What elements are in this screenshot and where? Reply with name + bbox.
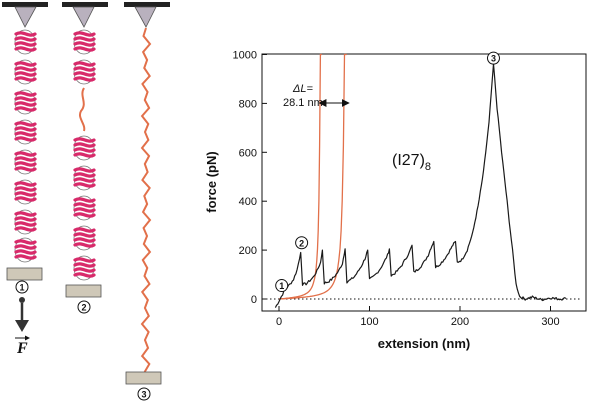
- series-trace: [274, 63, 567, 308]
- delta-label: ΔL=: [292, 83, 313, 95]
- protein-domain-icon: [73, 29, 96, 55]
- step-3-circle: [137, 387, 151, 401]
- wlc-fit-curve: [278, 53, 347, 300]
- cantilever-bar-1: [2, 2, 48, 7]
- protein-domain-icon: [14, 89, 37, 115]
- force-label: F: [16, 340, 28, 357]
- substrate-2: [65, 284, 102, 298]
- unfolded-chain: [140, 27, 152, 373]
- y-tick-label: 200: [239, 245, 257, 257]
- afm-tip-2: [72, 6, 95, 28]
- x-tick-label: 300: [541, 316, 559, 328]
- protein-domain-icon: [73, 59, 96, 85]
- protein-domain-icon: [73, 195, 96, 221]
- step-3-label: 3: [141, 390, 146, 400]
- force-arrow-head: [15, 320, 29, 332]
- y-tick-label: 1000: [233, 50, 257, 62]
- protein-domain-icon: [14, 59, 37, 85]
- cantilever-bar-3: [124, 2, 170, 7]
- step-1-label: 1: [19, 283, 24, 293]
- delta-value: 28.1 nm: [283, 97, 323, 109]
- protein-domain-icon: [14, 179, 37, 205]
- y-tick-label: 400: [239, 196, 257, 208]
- step-2-circle: [77, 300, 91, 314]
- x-axis-title: extension (nm): [378, 336, 470, 351]
- x-tick-label: 200: [451, 316, 469, 328]
- y-tick-label: 600: [239, 147, 257, 159]
- peak-marker-circle: [486, 51, 500, 65]
- peak-marker-label: 3: [491, 54, 496, 64]
- step-1-circle: [15, 280, 29, 294]
- protein-domain-icon: [14, 29, 37, 55]
- cantilever-bar-2: [62, 2, 108, 7]
- y-tick-label: 800: [239, 98, 257, 110]
- protein-domain-icon: [14, 149, 37, 175]
- protein-domain-icon: [73, 165, 96, 191]
- protein-domain-icon: [73, 135, 96, 161]
- afm-tip-1: [14, 6, 37, 28]
- plot-frame: [261, 53, 587, 312]
- peak-marker-label: 2: [299, 238, 304, 248]
- force-vector-bar-head: [25, 335, 30, 341]
- peak-marker-label: 1: [279, 281, 284, 291]
- protein-label: (I27)8: [392, 152, 431, 173]
- x-tick-label: 100: [360, 316, 378, 328]
- afm-schematic: 1 2 3 F: [2, 2, 170, 401]
- protein-name: (I27): [392, 152, 425, 169]
- y-axis-title: force (pN): [204, 151, 219, 212]
- afm-tip-3: [134, 6, 157, 28]
- substrate-3: [125, 371, 162, 385]
- substrate-1: [6, 267, 43, 281]
- step-2-label: 2: [81, 303, 86, 313]
- force-origin-dot: [19, 297, 25, 303]
- protein-domain-icon: [14, 237, 37, 263]
- unfolded-segment: [79, 87, 86, 132]
- y-tick-label: 0: [251, 294, 257, 306]
- protein-subscript: 8: [425, 161, 431, 173]
- force-extension-chart: 0 100 200 300 0 200 400 600 800 1000 1 2 3 ΔL= 28.1…: [204, 50, 587, 351]
- protein-domain-icon: [73, 255, 96, 281]
- protein-domain-icon: [14, 209, 37, 235]
- peak-marker-circle: [275, 279, 289, 293]
- x-tick-label: 0: [276, 316, 282, 328]
- protein-domain-icon: [14, 119, 37, 145]
- protein-domain-icon: [73, 225, 96, 251]
- peak-marker-circle: [295, 236, 309, 250]
